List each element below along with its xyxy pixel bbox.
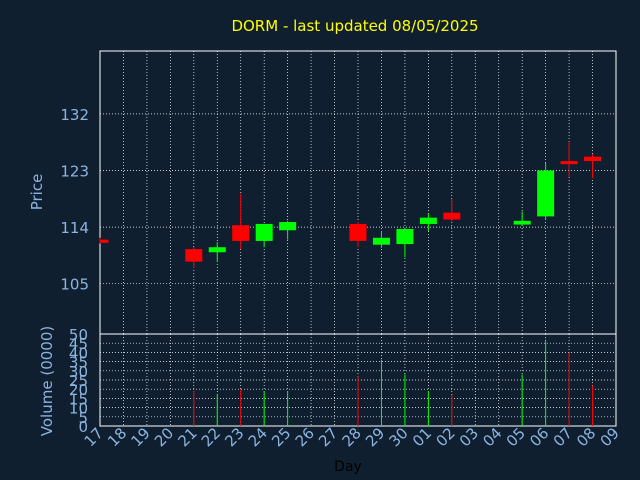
chart-title: DORM - last updated 08/05/2025 <box>231 17 478 35</box>
volume-tick-label: 0 <box>78 418 88 436</box>
candle-body <box>560 161 578 165</box>
price-tick-label: 114 <box>60 219 89 237</box>
volume-tick-label: 5 <box>78 409 88 427</box>
candle-body <box>349 223 367 241</box>
volume-tick-label: 35 <box>69 354 88 372</box>
volume-tick-label: 20 <box>69 381 88 399</box>
volume-tick-label: 15 <box>69 390 88 408</box>
price-tick-label: 105 <box>60 276 89 294</box>
candle-body <box>208 247 226 253</box>
candle-body <box>255 223 273 241</box>
candle-body <box>584 156 602 162</box>
candle-body <box>100 239 109 243</box>
volume-tick-label: 40 <box>69 344 88 362</box>
candle-body <box>419 217 437 224</box>
volume-tick-label: 45 <box>69 335 88 353</box>
volume-tick-label: 25 <box>69 372 88 390</box>
volume-tick-label: 10 <box>69 400 88 418</box>
price-tick-label: 132 <box>60 106 89 124</box>
candle-body <box>513 220 531 225</box>
x-axis-label: Day <box>334 459 362 475</box>
price-panel: 105 114 123 132 <box>60 50 617 335</box>
candle-body <box>372 237 390 245</box>
candle-body <box>185 249 203 262</box>
volume-tick-label: 50 <box>69 326 88 344</box>
candle-body <box>396 228 414 245</box>
price-tick-label: 123 <box>60 162 89 180</box>
volume-tick-label: 30 <box>69 363 88 381</box>
volume-axis-label: Volume (0000) <box>38 326 56 436</box>
candle-body <box>232 225 250 241</box>
candle-body <box>279 222 297 231</box>
candle-body <box>537 170 555 217</box>
price-axis-label: Price <box>28 174 46 211</box>
candle-body <box>443 212 461 220</box>
